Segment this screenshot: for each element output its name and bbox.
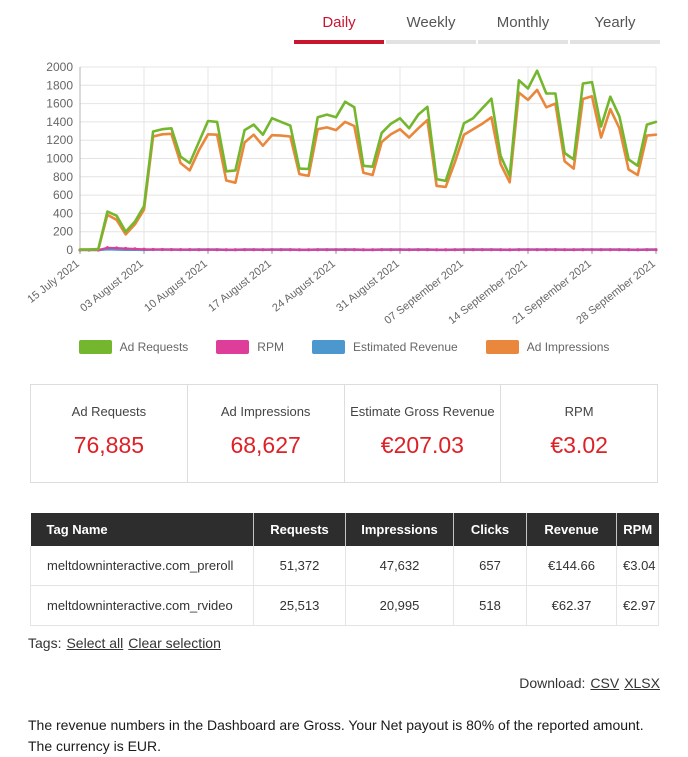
legend-label: Ad Requests bbox=[119, 340, 189, 354]
legend-item-ad-impressions[interactable]: Ad Impressions bbox=[485, 340, 610, 354]
select-all-link[interactable]: Select all bbox=[66, 635, 124, 651]
value-cell: 47,632 bbox=[345, 546, 454, 586]
legend-swatch-estimated-revenue bbox=[311, 340, 345, 354]
traffic-chart-section: 0 200 400 600 800 1000 1200 1400 1600 1800 2000 15 … bbox=[0, 53, 688, 354]
card-label: RPM bbox=[564, 404, 594, 419]
card-label: Estimate Gross Revenue bbox=[350, 404, 495, 419]
legend-swatch-ad-requests bbox=[78, 340, 112, 354]
value-cell: €2.97 bbox=[616, 585, 659, 626]
svg-text:31 August 2021: 31 August 2021 bbox=[334, 258, 402, 315]
svg-text:800: 800 bbox=[53, 170, 73, 184]
value-cell: 51,372 bbox=[253, 546, 346, 586]
tags-table: Tag Name Requests Impressions Clicks Revenue… bbox=[30, 513, 659, 626]
summary-card-ad-impressions: Ad Impressions 68,627 bbox=[186, 385, 344, 482]
footer-note: The revenue numbers in the Dashboard are… bbox=[28, 717, 644, 754]
column-header-revenue: Revenue bbox=[526, 513, 617, 546]
column-header-impressions: Impressions bbox=[345, 513, 454, 546]
tag-name-cell: meltdowninteractive.com_rvideo bbox=[30, 585, 254, 626]
svg-text:1800: 1800 bbox=[46, 78, 73, 92]
table-row: meltdowninteractive.com_rvideo 25,513 20,9… bbox=[30, 585, 659, 626]
tag-name-cell: meltdowninteractive.com_preroll bbox=[30, 546, 254, 586]
traffic-chart: 0 200 400 600 800 1000 1200 1400 1600 1800 2000 15 … bbox=[25, 60, 658, 327]
card-value: 68,627 bbox=[230, 432, 301, 458]
download-links: CSV XLSX bbox=[585, 675, 660, 691]
value-cell: 20,995 bbox=[345, 585, 454, 626]
tab-yearly[interactable]: Yearly bbox=[570, 8, 660, 44]
tab-monthly[interactable]: Monthly bbox=[478, 8, 568, 44]
column-header-rpm: RPM bbox=[616, 513, 659, 546]
legend-swatch-ad-impressions bbox=[485, 340, 519, 354]
value-cell: €3.04 bbox=[616, 546, 659, 586]
value-cell: €62.37 bbox=[526, 585, 617, 626]
svg-text:24 August 2021: 24 August 2021 bbox=[270, 258, 338, 315]
legend-swatch-rpm bbox=[216, 340, 250, 354]
period-tabs: Daily Weekly Monthly Yearly bbox=[294, 8, 660, 44]
tags-bar: Tags: Select all Clear selection bbox=[28, 635, 660, 651]
legend-item-ad-requests[interactable]: Ad Requests bbox=[78, 340, 189, 354]
legend-label: Estimated Revenue bbox=[352, 340, 458, 354]
table-head: Tag Name Requests Impressions Clicks Revenue… bbox=[30, 513, 659, 546]
value-cell: €144.66 bbox=[526, 546, 617, 586]
download-label: Download: bbox=[519, 675, 586, 691]
table-header-row: Tag Name Requests Impressions Clicks Revenue… bbox=[30, 513, 659, 546]
card-value: €3.02 bbox=[550, 432, 608, 458]
svg-text:600: 600 bbox=[53, 188, 73, 202]
svg-text:1400: 1400 bbox=[46, 115, 73, 129]
tags-links: Select all Clear selection bbox=[61, 635, 220, 651]
svg-text:1600: 1600 bbox=[46, 97, 73, 111]
csv-link[interactable]: CSV bbox=[590, 675, 620, 691]
column-header-tag-name: Tag Name bbox=[30, 513, 254, 546]
svg-text:0: 0 bbox=[66, 243, 73, 257]
column-header-clicks: Clicks bbox=[453, 513, 527, 546]
summary-card-ad-requests: Ad Requests 76,885 bbox=[31, 385, 187, 482]
tab-daily[interactable]: Daily bbox=[294, 8, 384, 44]
card-label: Ad Requests bbox=[71, 404, 147, 419]
table-row: meltdowninteractive.com_preroll 51,372 47,… bbox=[30, 546, 659, 586]
xlsx-link[interactable]: XLSX bbox=[624, 675, 660, 691]
svg-text:200: 200 bbox=[53, 225, 73, 239]
card-value: 76,885 bbox=[73, 432, 145, 458]
chart-legend: Ad Requests RPM Estimated Revenue Ad Impres… bbox=[0, 340, 688, 354]
svg-text:17 August 2021: 17 August 2021 bbox=[206, 258, 274, 315]
value-cell: 518 bbox=[453, 585, 527, 626]
svg-text:15 July 2021: 15 July 2021 bbox=[25, 258, 82, 306]
clear-selection-link[interactable]: Clear selection bbox=[128, 635, 221, 651]
tab-weekly[interactable]: Weekly bbox=[386, 8, 476, 44]
summary-card-estimate-gross-revenue: Estimate Gross Revenue €207.03 bbox=[343, 385, 501, 482]
legend-item-estimated-revenue[interactable]: Estimated Revenue bbox=[311, 340, 458, 354]
column-header-requests: Requests bbox=[253, 513, 346, 546]
tags-label: Tags: bbox=[28, 635, 62, 651]
svg-text:1000: 1000 bbox=[46, 152, 73, 166]
svg-text:2000: 2000 bbox=[46, 60, 73, 74]
card-label: Ad Impressions bbox=[220, 404, 311, 419]
card-value: €207.03 bbox=[380, 432, 464, 458]
value-cell: 25,513 bbox=[253, 585, 346, 626]
legend-label: RPM bbox=[257, 340, 284, 354]
summary-card-rpm: RPM €3.02 bbox=[500, 385, 657, 482]
summary-cards: Ad Requests 76,885 Ad Impressions 68,627 Est… bbox=[30, 384, 658, 483]
table-body: meltdowninteractive.com_preroll 51,372 47,… bbox=[30, 546, 659, 626]
value-cell: 657 bbox=[453, 546, 527, 586]
svg-text:400: 400 bbox=[53, 206, 73, 220]
legend-item-rpm[interactable]: RPM bbox=[216, 340, 284, 354]
legend-label: Ad Impressions bbox=[526, 340, 610, 354]
svg-text:1200: 1200 bbox=[46, 133, 73, 147]
download-bar: Download: CSV XLSX bbox=[28, 675, 660, 691]
svg-text:03 August 2021: 03 August 2021 bbox=[78, 258, 146, 315]
svg-text:10 August 2021: 10 August 2021 bbox=[142, 258, 210, 315]
